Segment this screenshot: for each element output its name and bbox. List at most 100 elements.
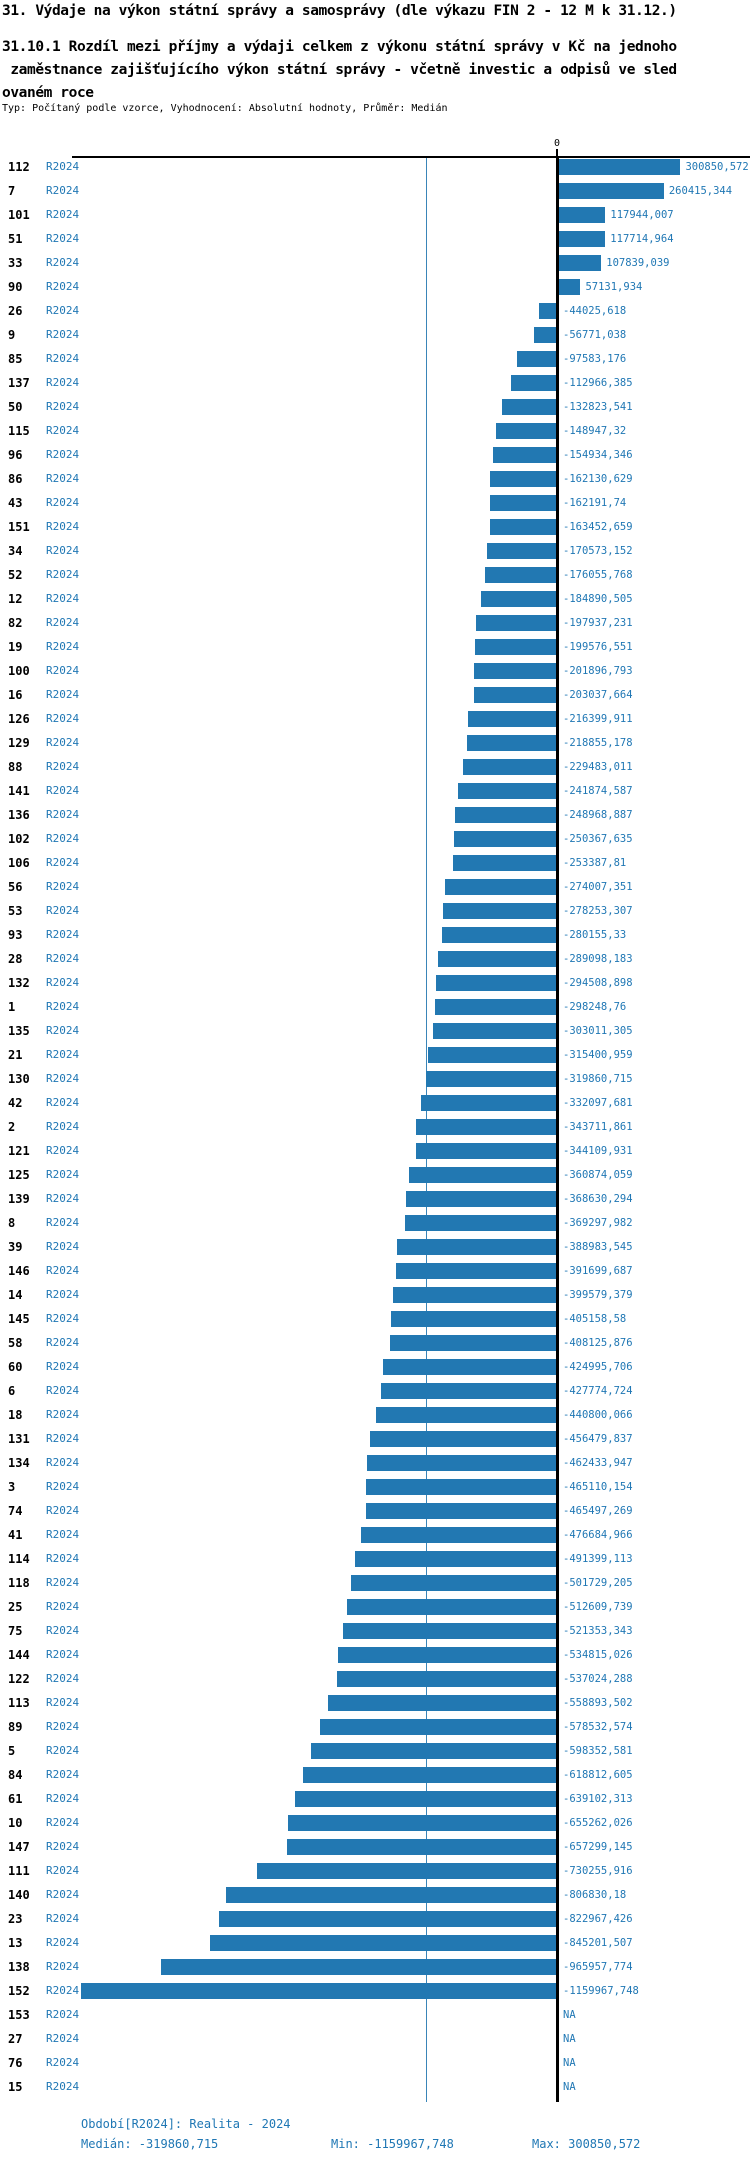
- bar-value-label: -197937,231: [563, 617, 633, 629]
- chart-row: 151 R2024 -163452,659: [0, 515, 750, 539]
- row-id: 89: [8, 1720, 23, 1734]
- row-id: 1: [8, 1000, 16, 1014]
- footer-median: Medián: -319860,715: [81, 2137, 219, 2151]
- chart-row: 10 R2024 -655262,026: [0, 1811, 750, 1835]
- chart-row: 145 R2024 -405158,58: [0, 1307, 750, 1331]
- bar-value-label: -162130,629: [563, 473, 633, 485]
- row-period-label: R2024: [46, 544, 80, 557]
- row-period-label: R2024: [46, 1168, 80, 1181]
- bar-value-label: -319860,715: [563, 1073, 633, 1085]
- row-period-label: R2024: [46, 1936, 80, 1949]
- chart-row: 2 R2024 -343711,861: [0, 1115, 750, 1139]
- row-period-label: R2024: [46, 1312, 80, 1325]
- row-period-label: R2024: [46, 1360, 80, 1373]
- row-period-label: R2024: [46, 1480, 80, 1493]
- row-period-label: R2024: [46, 1984, 80, 1997]
- bar-value-label: -216399,911: [563, 713, 633, 725]
- bar-value-label: -598352,581: [563, 1745, 633, 1757]
- row-period-label: R2024: [46, 1240, 80, 1253]
- row-period-label: R2024: [46, 880, 80, 893]
- chart-row: 18 R2024 -440800,066: [0, 1403, 750, 1427]
- row-id: 141: [8, 784, 30, 798]
- row-id: 152: [8, 1984, 30, 1998]
- bar: [557, 231, 606, 247]
- row-id: 18: [8, 1408, 23, 1422]
- bar-value-label: -512609,739: [563, 1601, 633, 1613]
- row-period-label: R2024: [46, 1768, 80, 1781]
- chart-row: 153 R2024 NA: [0, 2003, 750, 2027]
- row-id: 145: [8, 1312, 30, 1326]
- chart-row: 34 R2024 -170573,152: [0, 539, 750, 563]
- bar-value-label: -298248,76: [563, 1001, 627, 1013]
- bar: [311, 1743, 557, 1759]
- row-id: 100: [8, 664, 30, 678]
- chart-row: 100 R2024 -201896,793: [0, 659, 750, 683]
- bar-value-label: -521353,343: [563, 1625, 633, 1637]
- row-period-label: R2024: [46, 232, 80, 245]
- bar: [484, 567, 557, 583]
- bar: [444, 879, 557, 895]
- chart-row: 121 R2024 -344109,931: [0, 1139, 750, 1163]
- bar-value-label: -184890,505: [563, 593, 633, 605]
- bar: [390, 1311, 557, 1327]
- row-period-label: R2024: [46, 1888, 80, 1901]
- bar: [454, 807, 557, 823]
- chart-row: 3 R2024 -465110,154: [0, 1475, 750, 1499]
- row-id: 51: [8, 232, 23, 246]
- chart-row: 39 R2024 -388983,545: [0, 1235, 750, 1259]
- row-period-label: R2024: [46, 904, 80, 917]
- row-period-label: R2024: [46, 2032, 80, 2045]
- row-period-label: R2024: [46, 520, 80, 533]
- chart-row: 114 R2024 -491399,113: [0, 1547, 750, 1571]
- bar-value-label: -132823,541: [563, 401, 633, 413]
- bar-value-label: -465497,269: [563, 1505, 633, 1517]
- bar-value-label: -278253,307: [563, 905, 633, 917]
- row-period-label: R2024: [46, 760, 80, 773]
- row-period-label: R2024: [46, 1288, 80, 1301]
- chart-row: 130 R2024 -319860,715: [0, 1067, 750, 1091]
- row-id: 25: [8, 1600, 23, 1614]
- bar: [473, 687, 557, 703]
- row-id: 8: [8, 1216, 16, 1230]
- chart-row: 147 R2024 -657299,145: [0, 1835, 750, 1859]
- chart-row: 27 R2024 NA: [0, 2027, 750, 2051]
- subtitle-line-3: ovaném roce: [2, 85, 94, 101]
- chart-row: 90 R2024 57131,934: [0, 275, 750, 299]
- row-id: 61: [8, 1792, 23, 1806]
- row-id: 101: [8, 208, 30, 222]
- bar-value-label: NA: [563, 2081, 576, 2093]
- chart-row: 138 R2024 -965957,774: [0, 1955, 750, 1979]
- bar-value-label: -315400,959: [563, 1049, 633, 1061]
- bar: [436, 975, 557, 991]
- row-id: 90: [8, 280, 23, 294]
- row-period-label: R2024: [46, 808, 80, 821]
- bar-value-label: -97583,176: [563, 353, 627, 365]
- bar-value-label: -391699,687: [563, 1265, 633, 1277]
- chart-row: 52 R2024 -176055,768: [0, 563, 750, 587]
- row-period-label: R2024: [46, 1384, 80, 1397]
- bar: [462, 759, 557, 775]
- row-period-label: R2024: [46, 1840, 80, 1853]
- row-period-label: R2024: [46, 784, 80, 797]
- bar: [475, 615, 557, 631]
- row-period-label: R2024: [46, 184, 80, 197]
- bar: [336, 1671, 557, 1687]
- row-id: 39: [8, 1240, 23, 1254]
- chart-row: 61 R2024 -639102,313: [0, 1787, 750, 1811]
- bar: [393, 1287, 557, 1303]
- chart-row: 21 R2024 -315400,959: [0, 1043, 750, 1067]
- bar: [337, 1647, 557, 1663]
- row-id: 82: [8, 616, 23, 630]
- row-period-label: R2024: [46, 736, 80, 749]
- chart-row: 93 R2024 -280155,33: [0, 923, 750, 947]
- bar: [257, 1863, 557, 1879]
- chart-row: 43 R2024 -162191,74: [0, 491, 750, 515]
- row-period-label: R2024: [46, 688, 80, 701]
- chart-row: 101 R2024 117944,007: [0, 203, 750, 227]
- bar: [557, 207, 606, 223]
- chart-row: 84 R2024 -618812,605: [0, 1763, 750, 1787]
- row-period-label: R2024: [46, 1192, 80, 1205]
- bar-value-label: -730255,916: [563, 1865, 633, 1877]
- row-period-label: R2024: [46, 952, 80, 965]
- row-period-label: R2024: [46, 376, 80, 389]
